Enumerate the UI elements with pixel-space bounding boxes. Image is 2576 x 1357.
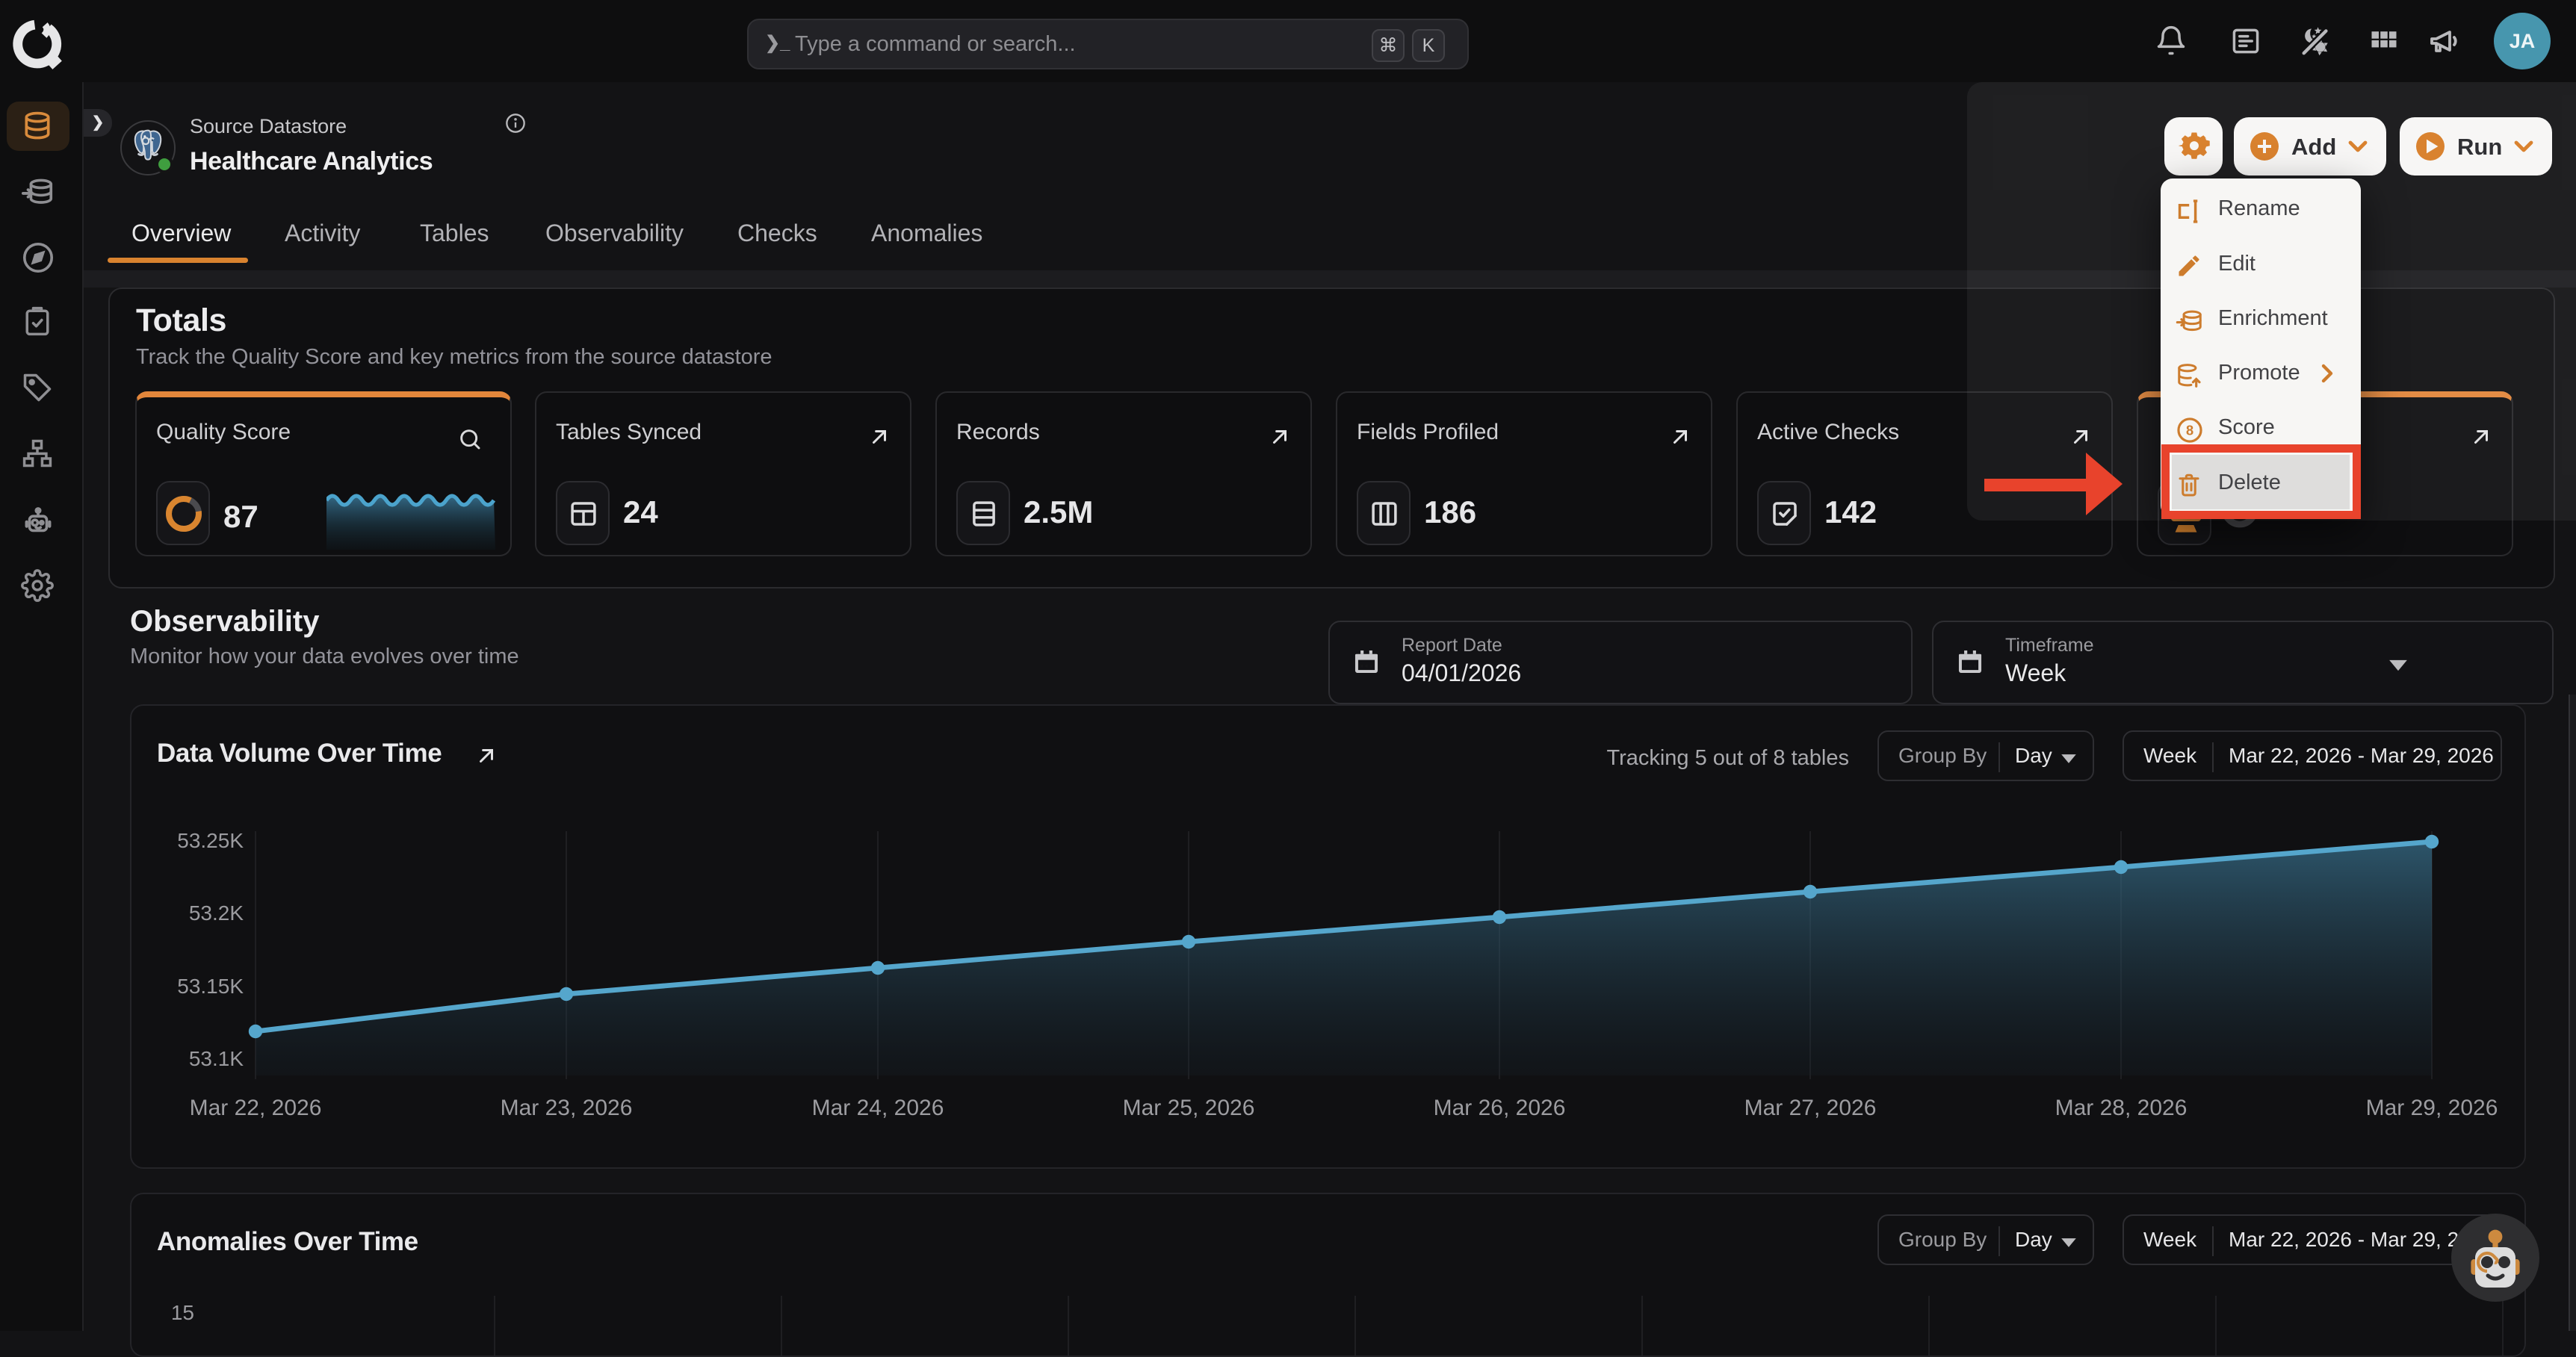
svg-text:8: 8 bbox=[2186, 423, 2193, 438]
